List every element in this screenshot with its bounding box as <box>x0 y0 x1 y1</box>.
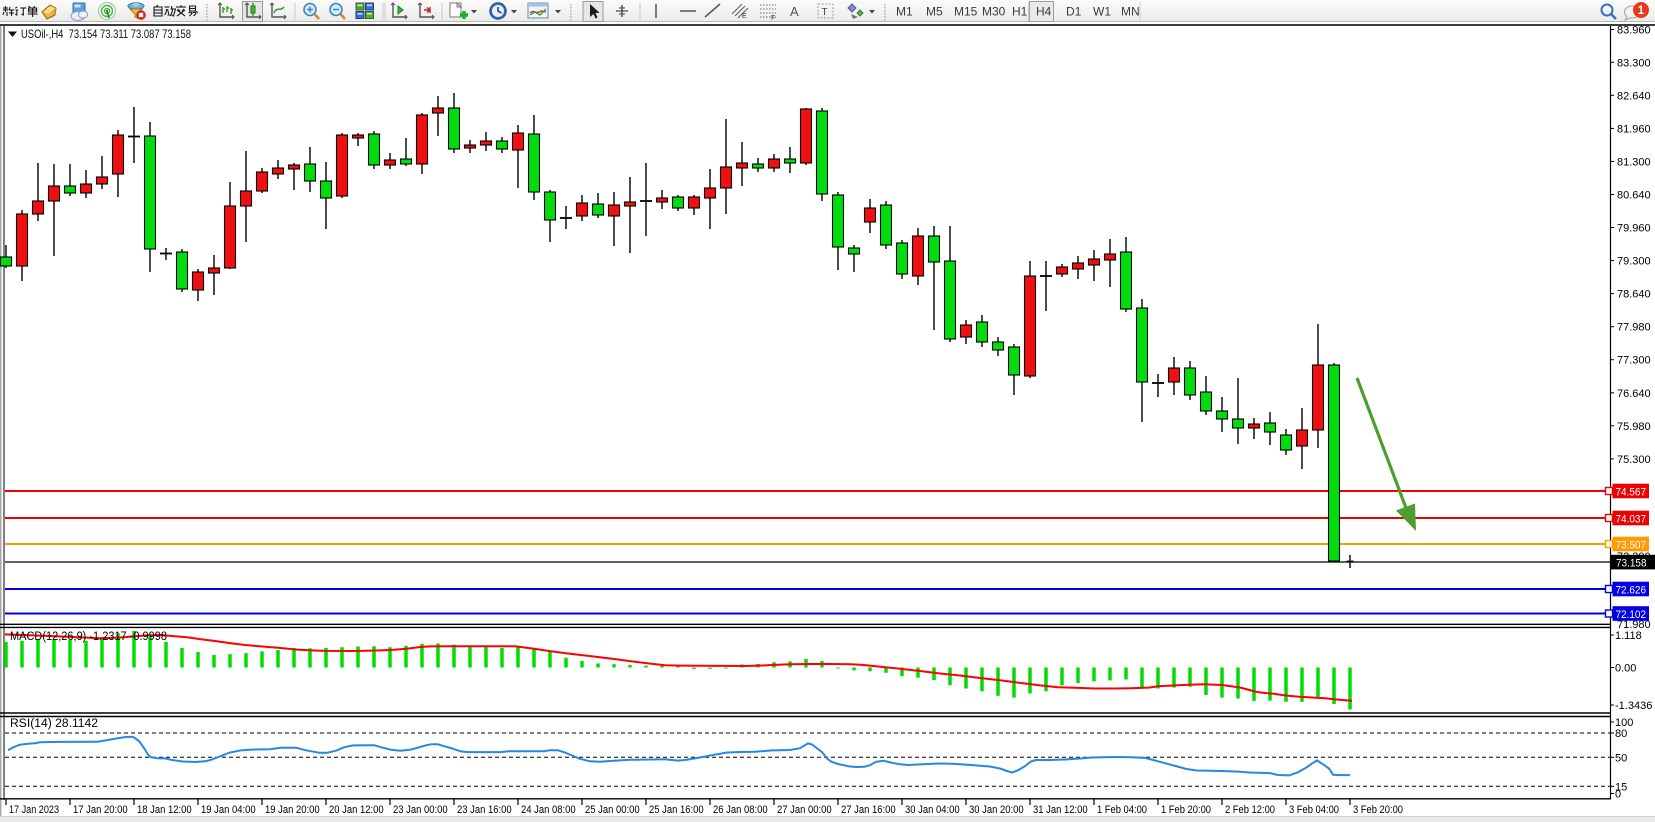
svg-text:50: 50 <box>1615 752 1627 764</box>
svg-text:M30: M30 <box>982 5 1006 19</box>
svg-text:83.960: 83.960 <box>1617 25 1651 37</box>
svg-text:82.640: 82.640 <box>1617 90 1651 102</box>
svg-text:79.300: 79.300 <box>1617 256 1651 268</box>
svg-text:25 Jan 16:00: 25 Jan 16:00 <box>649 804 704 816</box>
svg-text:1 Feb 20:00: 1 Feb 20:00 <box>1161 804 1211 816</box>
svg-text:M15: M15 <box>954 5 978 19</box>
svg-text:E: E <box>742 13 747 20</box>
svg-text:72.626: 72.626 <box>1616 584 1647 596</box>
svg-text:H4: H4 <box>1036 5 1052 19</box>
svg-text:23 Jan 16:00: 23 Jan 16:00 <box>457 804 512 816</box>
svg-text:25 Jan 00:00: 25 Jan 00:00 <box>585 804 640 816</box>
svg-text:74.567: 74.567 <box>1616 486 1647 498</box>
svg-text:23 Jan 00:00: 23 Jan 00:00 <box>393 804 448 816</box>
svg-text:19 Jan 04:00: 19 Jan 04:00 <box>201 804 256 816</box>
svg-text:30 Jan 20:00: 30 Jan 20:00 <box>969 804 1024 816</box>
svg-text:31 Jan 12:00: 31 Jan 12:00 <box>1033 804 1088 816</box>
svg-text:MN: MN <box>1121 5 1140 19</box>
svg-text:0: 0 <box>1615 789 1621 801</box>
svg-text:100: 100 <box>1615 717 1633 729</box>
svg-text:24 Jan 08:00: 24 Jan 08:00 <box>521 804 576 816</box>
svg-text:75.300: 75.300 <box>1617 454 1651 466</box>
svg-text:76.640: 76.640 <box>1617 388 1651 400</box>
svg-text:79.960: 79.960 <box>1617 223 1651 235</box>
svg-text:27 Jan 00:00: 27 Jan 00:00 <box>777 804 832 816</box>
svg-text:74.037: 74.037 <box>1616 513 1647 525</box>
svg-text:17 Jan 20:00: 17 Jan 20:00 <box>73 804 128 816</box>
svg-text:T: T <box>822 7 828 18</box>
svg-text:81.960: 81.960 <box>1617 123 1651 135</box>
svg-text:-1.3436: -1.3436 <box>1615 700 1652 712</box>
svg-text:73.158: 73.158 <box>1616 557 1647 569</box>
svg-text:73.507: 73.507 <box>1616 539 1647 551</box>
svg-text:USOil-,H4 73.154 73.311 73.08: USOil-,H4 73.154 73.311 73.087 73.158 <box>21 27 191 41</box>
svg-text:75.980: 75.980 <box>1617 421 1651 433</box>
svg-text:1: 1 <box>1638 5 1645 17</box>
svg-text:77.300: 77.300 <box>1617 355 1651 367</box>
svg-text:MACD(12,26,9) -1.2317 -0.9998: MACD(12,26,9) -1.2317 -0.9998 <box>10 629 167 643</box>
svg-text:19 Jan 20:00: 19 Jan 20:00 <box>265 804 320 816</box>
svg-text:80: 80 <box>1615 728 1627 740</box>
svg-text:1 Feb 04:00: 1 Feb 04:00 <box>1097 804 1147 816</box>
svg-text:2 Feb 12:00: 2 Feb 12:00 <box>1225 804 1275 816</box>
svg-text:26 Jan 08:00: 26 Jan 08:00 <box>713 804 768 816</box>
svg-text:RSI(14) 28.1142: RSI(14) 28.1142 <box>10 716 98 730</box>
svg-text:W1: W1 <box>1093 5 1111 19</box>
svg-text:78.640: 78.640 <box>1617 289 1651 301</box>
svg-text:3 Feb 04:00: 3 Feb 04:00 <box>1289 804 1339 816</box>
svg-text:A: A <box>790 4 799 19</box>
svg-text:83.300: 83.300 <box>1617 57 1651 69</box>
svg-text:F: F <box>771 15 775 22</box>
svg-text:17 Jan 2023: 17 Jan 2023 <box>9 804 59 816</box>
svg-text:M5: M5 <box>926 5 943 19</box>
svg-text:0.00: 0.00 <box>1615 663 1636 675</box>
svg-text:77.980: 77.980 <box>1617 322 1651 334</box>
svg-text:81.300: 81.300 <box>1617 156 1651 168</box>
svg-text:M1: M1 <box>896 5 913 19</box>
svg-text:30 Jan 04:00: 30 Jan 04:00 <box>905 804 960 816</box>
svg-text:3 Feb 20:00: 3 Feb 20:00 <box>1353 804 1403 816</box>
svg-text:15: 15 <box>1615 781 1627 793</box>
svg-text:H1: H1 <box>1012 5 1028 19</box>
svg-text:1.118: 1.118 <box>1615 630 1642 642</box>
svg-text:D1: D1 <box>1066 5 1082 19</box>
svg-text:71.980: 71.980 <box>1617 619 1651 631</box>
svg-text:72.102: 72.102 <box>1616 609 1647 621</box>
svg-text:80.640: 80.640 <box>1617 190 1651 202</box>
svg-text:20 Jan 12:00: 20 Jan 12:00 <box>329 804 384 816</box>
svg-text:27 Jan 16:00: 27 Jan 16:00 <box>841 804 896 816</box>
svg-text:18 Jan 12:00: 18 Jan 12:00 <box>137 804 192 816</box>
